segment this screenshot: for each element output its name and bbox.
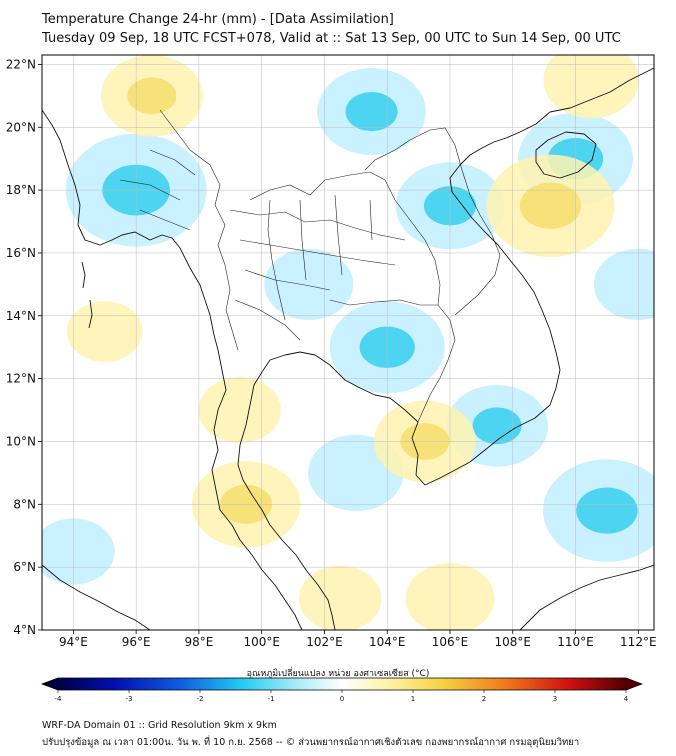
coastline-malay-peninsula-east [237,371,336,630]
colorbar-tick-label: 3 [553,695,557,703]
coastline-borneo [519,564,654,630]
anomaly-blob [198,377,281,444]
colorbar-label: อุณหภูมิเปลี่ยนแปลง หน่วย องศาเซลเซียส (… [246,669,430,679]
coastline-myanmar [42,109,211,316]
colorbar-tick-label: 4 [624,695,629,703]
anomaly-blob [543,55,639,119]
colorbar-tick-label: -3 [126,695,133,703]
chart-subtitle: Tuesday 09 Sep, 18 UTC FCST+078, Valid a… [42,31,621,46]
lat-label: 8°N [13,497,36,511]
map-frame [41,54,655,631]
lon-label: 108°E [495,635,532,649]
map-figure: 94°E 96°E 98°E 100°E 102°E 104°E 106°E 108°E 110… [6,54,657,703]
lat-label: 20°N [6,120,36,134]
colorbar-arrow-low [42,678,58,690]
lat-label: 16°N [6,246,36,260]
anomaly-core [576,487,638,534]
footer-credit: ปรับปรุงข้อมูล ณ เวลา 01:00น. วัน พ. ที่… [42,737,580,748]
lat-label: 12°N [6,372,36,386]
colorbar-tick-label: -2 [197,695,204,703]
lon-label: 110°E [557,635,594,649]
border-thai-myanmar [189,149,239,351]
lat-label: 14°N [6,309,36,323]
border-cambodia-vietnam [417,304,456,423]
border-laos-vietnam [364,127,501,316]
colorbar-tick-label: 2 [482,695,486,703]
lon-label: 96°E [122,635,151,649]
longitude-labels: 94°E 96°E 98°E 100°E 102°E 104°E 106°E 108°E 110… [59,630,657,649]
lat-label: 18°N [6,183,36,197]
lat-label: 6°N [13,560,36,574]
provinces-thai [229,194,406,341]
coastline-andaman-islands [81,261,93,329]
anomaly-blob [298,565,382,630]
anomaly-field [42,55,654,630]
colorbar-ticks: -4 -3 -2 -1 0 1 2 3 4 [55,690,629,703]
colorbar-tick-label: 0 [340,695,344,703]
coastline-china-south [549,67,654,113]
anomaly-core [519,182,582,229]
colorbar-body [58,678,626,690]
colorbar-tick-label: -1 [268,695,275,703]
colorbar-tick-label: -4 [55,695,63,703]
anomaly-blob [66,301,143,362]
lat-label: 10°N [6,434,36,448]
lat-label: 22°N [6,57,36,71]
chart-title: Temperature Change 24-hr (mm) - [Data As… [42,12,394,27]
border-thai-cambodia [329,299,438,306]
anomaly-core [127,77,177,115]
lon-label: 100°E [243,635,280,649]
coastline-gulf-thailand [261,351,551,486]
latitude-labels: 22°N 20°N 18°N 16°N 14°N 12°N 10°N 8°N 6°N 4°N [6,57,42,637]
lon-label: 98°E [184,635,213,649]
lon-label: 106°E [432,635,469,649]
colorbar-arrow-high [626,678,642,690]
admin-boundaries [119,109,501,423]
coastline-malay-peninsula-west [209,314,303,630]
lon-label: 112°E [620,635,657,649]
coastline-sumatra [42,564,151,630]
border-thai-laos [249,171,441,306]
colorbar-tick-label: 1 [411,695,415,703]
lon-label: 94°E [59,635,88,649]
anomaly-blob [593,248,654,320]
footer-model-info: WRF-DA Domain 01 :: Grid Resolution 9km … [42,720,277,731]
graticule [42,55,654,630]
lon-label: 104°E [369,635,406,649]
provinces-myanmar [119,109,196,231]
anomaly-blob [264,248,354,320]
anomaly-core [345,92,398,132]
lon-label: 102°E [306,635,343,649]
coastlines [42,67,654,630]
coastline-vietnam [449,111,561,406]
anomaly-core [472,407,522,445]
lat-label: 4°N [13,623,36,637]
anomaly-blob [42,518,115,585]
coastline-hainan [535,131,597,179]
